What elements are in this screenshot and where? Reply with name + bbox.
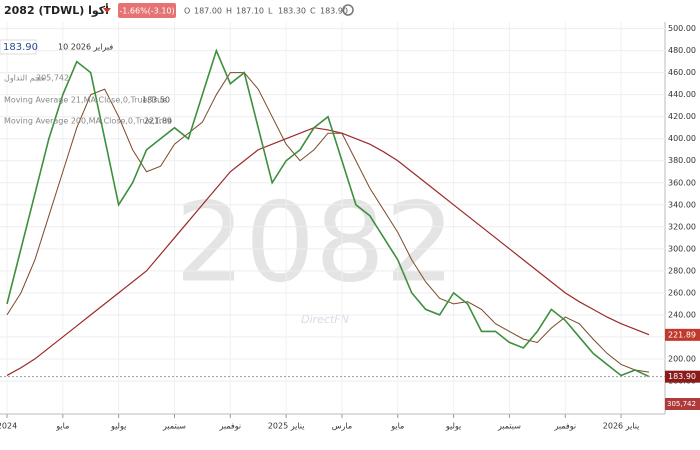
last-date: 10 فبراير 2026 xyxy=(58,43,113,52)
x-tick-label: يناير 2026 xyxy=(603,422,640,431)
y-tick-label: 300.00 xyxy=(668,244,696,253)
y-tick-label: 480.00 xyxy=(668,46,696,55)
y-tick-label: 500.00 xyxy=(668,24,696,33)
x-tick-label: نوفمبر xyxy=(218,422,241,431)
legend-name: Moving Average 200,MA,Close,0,True,True xyxy=(4,117,172,126)
x-tick-label: سبتمبر xyxy=(497,422,521,431)
legend-name: Moving Average 21,MA,Close,0,True,True xyxy=(4,96,167,105)
y-tick-label: 360.00 xyxy=(668,178,696,187)
y-tick-label: 340.00 xyxy=(668,200,696,209)
last-price: 183.90 xyxy=(3,42,38,53)
ma-line xyxy=(6,72,650,373)
x-tick-label: 2024 xyxy=(0,422,17,431)
x-tick-label: مارس xyxy=(332,422,352,431)
ohlc-key: O xyxy=(184,7,190,16)
y-tick-label: 420.00 xyxy=(668,112,696,121)
watermark: 2082 xyxy=(175,178,455,306)
y-tick-label: 280.00 xyxy=(668,266,696,275)
legend-value: 221.89 xyxy=(144,117,172,126)
price-tag-bg xyxy=(665,370,700,383)
ohlc-key: C xyxy=(310,7,316,16)
ohlc-value: 187.10 xyxy=(236,7,264,16)
x-tick-label: مايو xyxy=(55,422,69,431)
volume-tag: 305,742 xyxy=(667,400,696,408)
ma200-tag: 221.89 xyxy=(668,330,696,339)
change: -1.66%(-3.10) xyxy=(119,7,174,16)
y-tick-label: 240.00 xyxy=(668,310,696,319)
x-tick-label: يناير 2025 xyxy=(268,422,305,431)
y-tick-label: 400.00 xyxy=(668,134,696,143)
y-tick-label: 460.00 xyxy=(668,68,696,77)
y-tick-label: 260.00 xyxy=(668,288,696,297)
y-tick-label: 380.00 xyxy=(668,156,696,165)
price-tag: 183.90 xyxy=(668,372,696,381)
price-box xyxy=(0,39,37,55)
x-tick-label: مايو xyxy=(390,422,404,431)
ma200-tag-bg xyxy=(665,328,700,341)
y-tick-label: 440.00 xyxy=(668,90,696,99)
x-tick-label: يوليو xyxy=(445,422,461,431)
price-line xyxy=(6,48,650,378)
x-tick-label: سبتمبر xyxy=(162,422,186,431)
symbol: 2082 (TDWL) أكوا xyxy=(4,3,109,17)
volume-tag-bg xyxy=(665,398,700,410)
brand: DirectFN xyxy=(301,313,349,326)
ohlc-value: 183.30 xyxy=(278,7,306,16)
ohlc-value: 187.00 xyxy=(194,7,222,16)
change-bg xyxy=(118,3,176,18)
y-tick-label: 200.00 xyxy=(668,354,696,363)
dropdown-arrow xyxy=(103,8,111,13)
volume-label: حجم التداول xyxy=(4,74,45,83)
ohlc-value: 183.90 xyxy=(320,7,348,16)
ohlc-key: H xyxy=(226,7,232,16)
x-tick-label: يوليو xyxy=(110,422,126,431)
x-tick-label: نوفمبر xyxy=(553,422,576,431)
ma-line xyxy=(6,127,650,376)
settings-icon xyxy=(342,4,354,16)
legend-value: 183.50 xyxy=(142,96,170,105)
y-tick-label: 320.00 xyxy=(668,222,696,231)
ohlc-key: L xyxy=(268,7,273,16)
volume-value: 305,742 xyxy=(36,74,69,83)
